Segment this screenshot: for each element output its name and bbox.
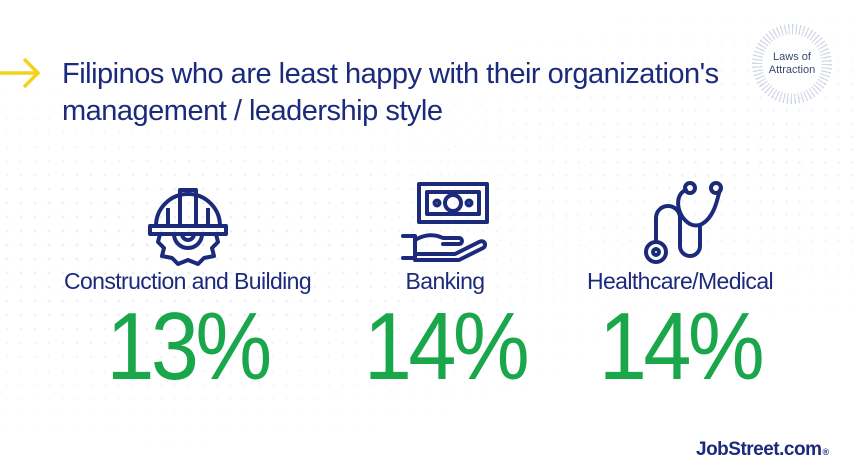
title-line-2: management / leadership style — [62, 95, 443, 127]
stat-healthcare: Healthcare/Medical 14% — [570, 176, 790, 395]
title-line-1: Filipinos who are least happy with their… — [62, 58, 719, 90]
money-hand-icon — [401, 182, 489, 262]
badge-line-2: Attraction — [768, 64, 816, 76]
stat-banking: Banking 14% — [350, 176, 540, 395]
stat-label: Banking — [405, 268, 486, 294]
stat-value: 14% — [363, 293, 530, 400]
hard-hat-gear-icon — [147, 188, 228, 266]
badge-line-1: Laws of — [773, 51, 811, 63]
stat-value: 14% — [598, 293, 765, 400]
registered-mark: ® — [822, 447, 829, 457]
logo-text: JobStreet.com — [696, 439, 822, 460]
arrow-icon — [0, 57, 41, 89]
jobstreet-logo: JobStreet.com ® — [696, 439, 829, 461]
stethoscope-icon — [644, 181, 723, 264]
stat-construction: Construction and Building 13% — [50, 176, 325, 395]
stat-label: Construction and Building — [63, 268, 312, 294]
stat-value: 13% — [106, 293, 272, 400]
stat-label: Healthcare/Medical — [586, 268, 774, 294]
laws-of-attraction-badge: Laws of Attraction — [752, 24, 832, 104]
page-title: Filipinos who are least happy with their… — [62, 56, 722, 130]
